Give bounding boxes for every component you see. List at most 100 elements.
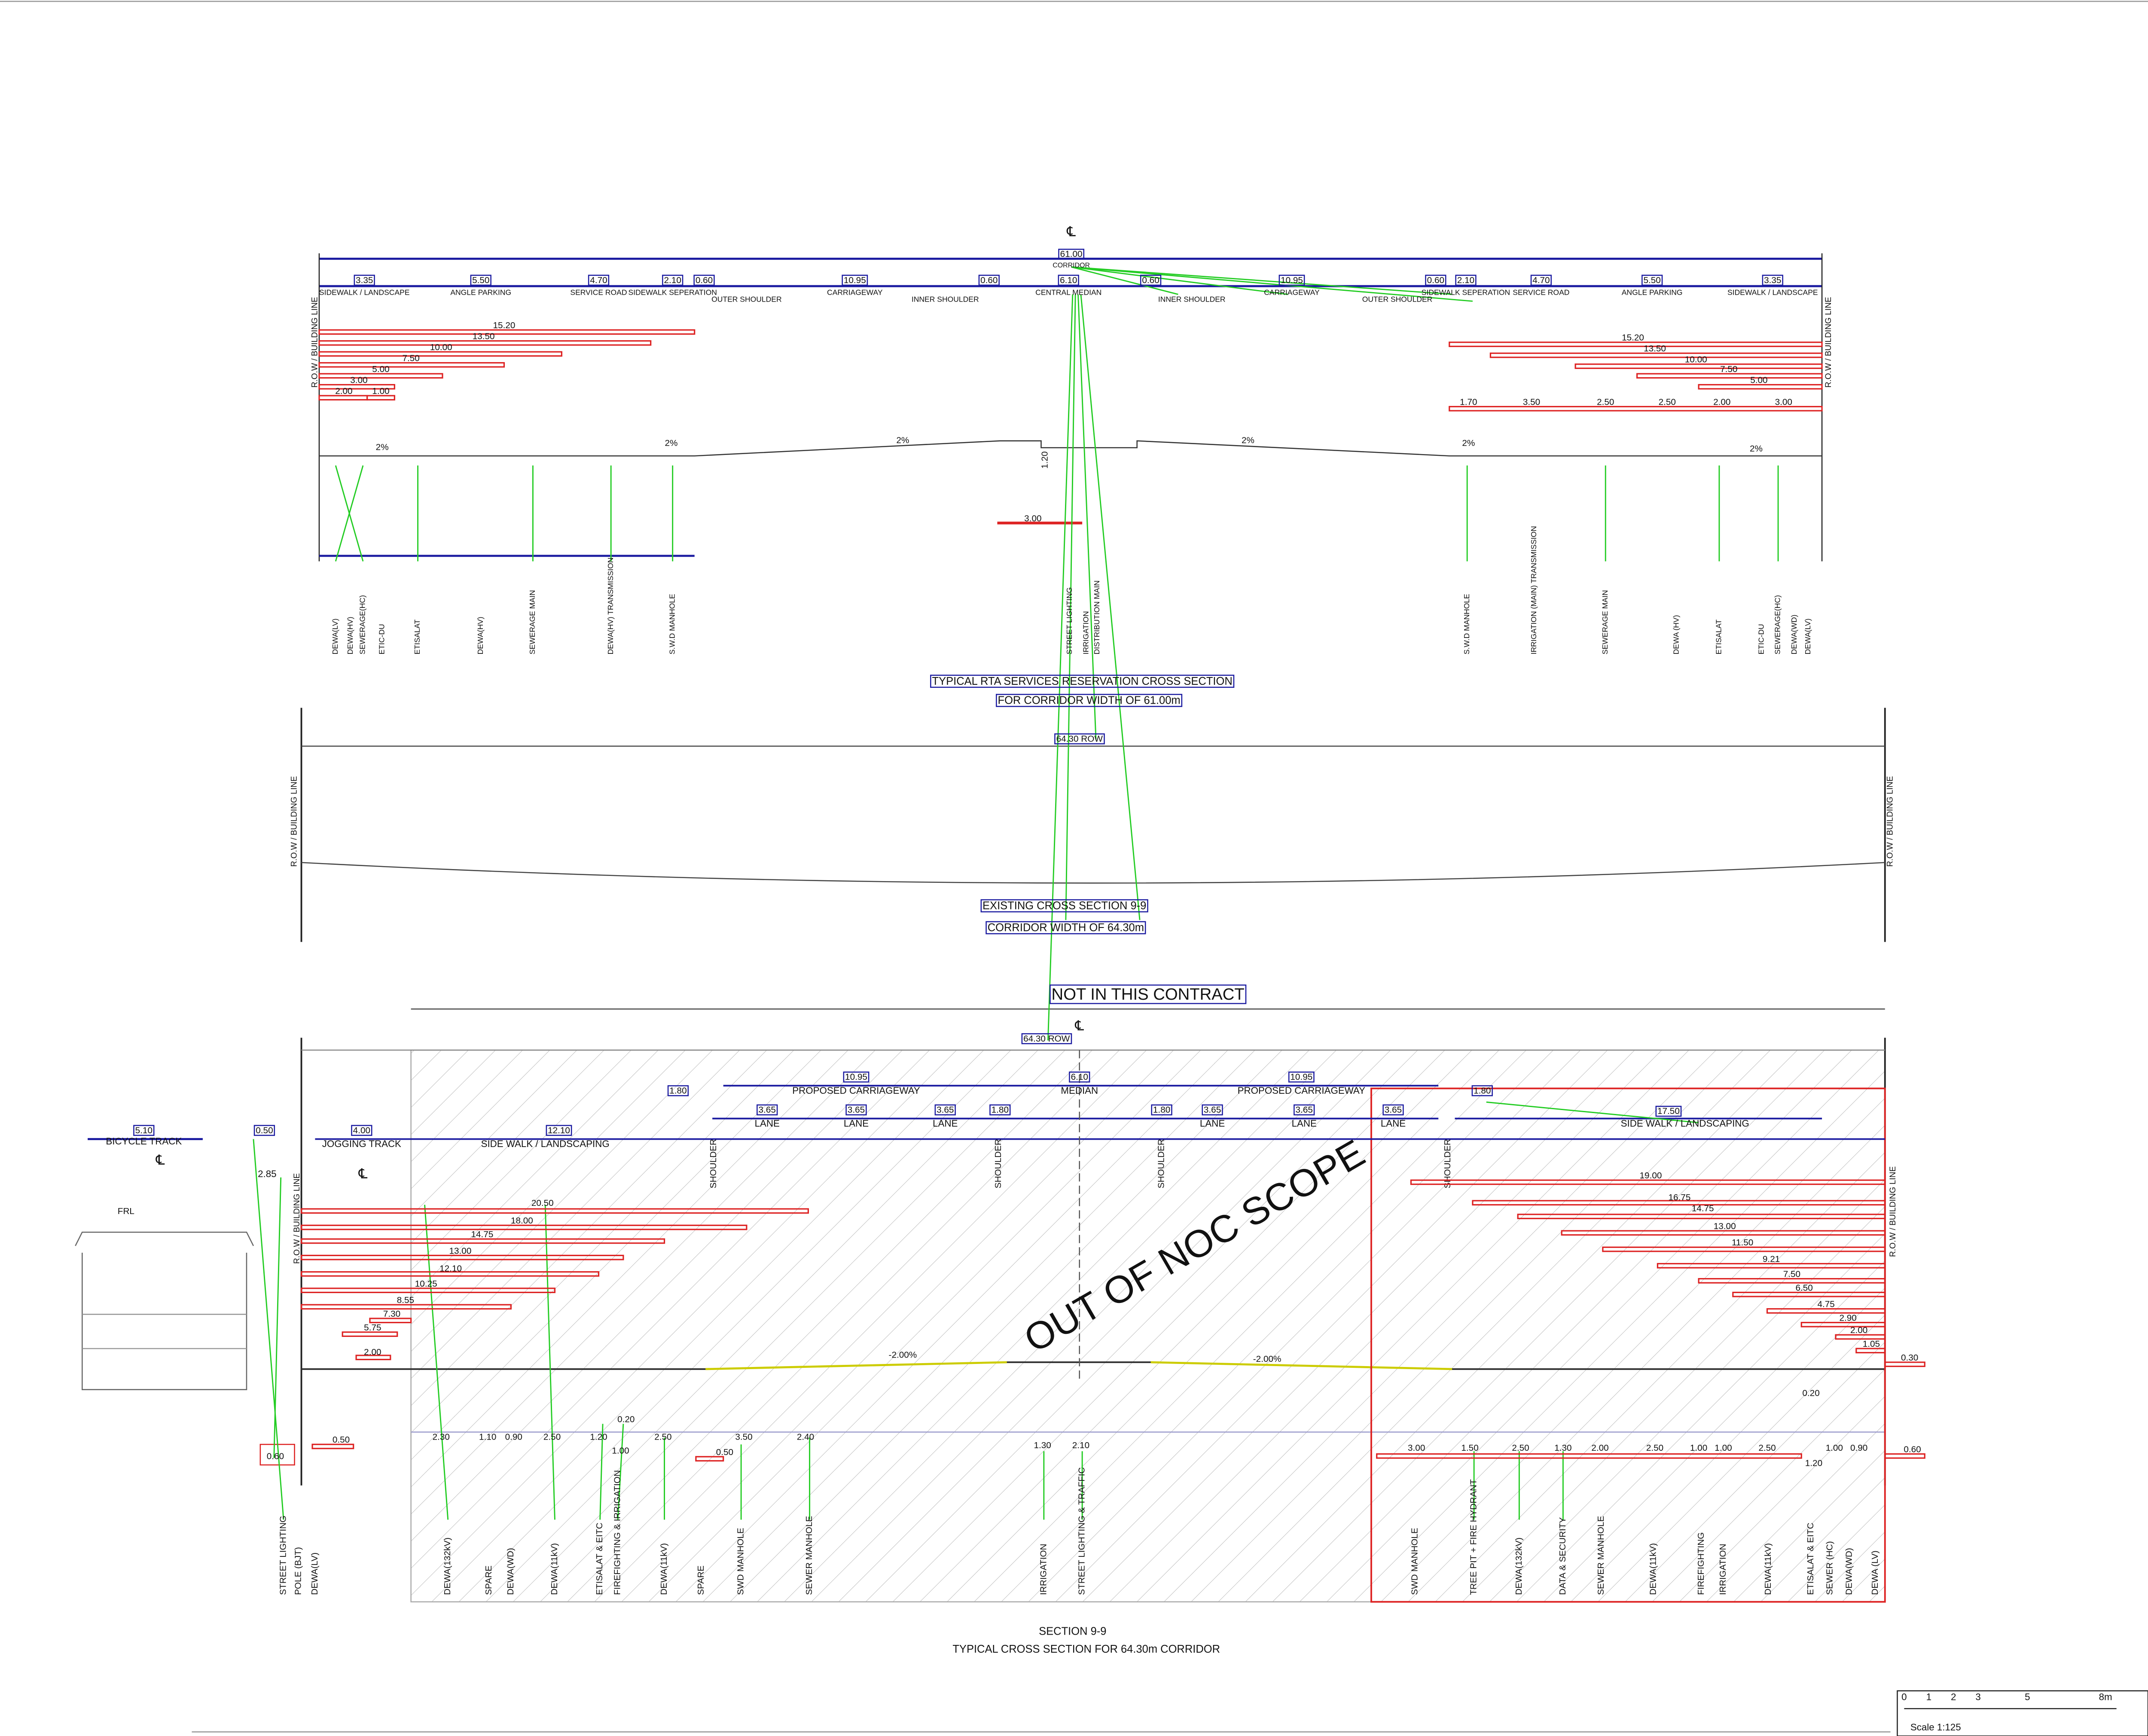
dimension-bar <box>369 1318 412 1324</box>
dimension: 0.90 <box>1850 1443 1867 1453</box>
service-label: SPARE <box>484 1565 494 1595</box>
scale-tick: 1 <box>1926 1692 1931 1702</box>
service-label: SEWERAGE MAIN <box>1601 590 1609 655</box>
label-box <box>1530 275 1552 286</box>
dimension: 0.50 <box>333 1435 350 1445</box>
service-label: DEWA(WD) <box>506 1548 516 1595</box>
zone-label: SIDEWALK SEPERATION <box>1422 288 1510 297</box>
dimension: 0.90 <box>505 1432 522 1442</box>
dimension-bar <box>318 351 562 357</box>
dimension: 4.00 <box>353 1126 370 1135</box>
service-label: DEWA(11kV) <box>659 1543 669 1595</box>
dimension: 2.10 <box>1072 1440 1089 1450</box>
scale-tick: 2 <box>1951 1692 1956 1702</box>
row-line-label: R.O.W / BUILDING LINE <box>1889 1166 1898 1257</box>
label-box <box>845 1104 867 1116</box>
service-label: DEWA(HV) TRANSMISSION <box>606 558 615 655</box>
dimension: 6.10 <box>1060 275 1077 285</box>
dimension: 13.00 <box>449 1246 471 1256</box>
dimension: 7.50 <box>1783 1269 1800 1279</box>
dimension: 1.80 <box>1153 1105 1170 1115</box>
frl-label: FRL <box>118 1206 134 1216</box>
dimension-bar <box>1449 406 1823 412</box>
dimension: 3.50 <box>735 1432 752 1442</box>
dimension: 5.50 <box>472 275 489 285</box>
service-label: S.W.D MANHOLE <box>1462 594 1471 654</box>
dimension: 18.00 <box>511 1216 533 1226</box>
dimension: 1.70 <box>1460 397 1477 407</box>
dimension: 0.50 <box>256 1126 273 1135</box>
zone-label: SIDE WALK / LANDSCAPING <box>481 1138 610 1149</box>
dimension: 0.20 <box>617 1414 635 1424</box>
dimension-bar <box>1602 1246 1886 1252</box>
service-label: TREE PIT + FIRE HYDRANT <box>1469 1479 1479 1595</box>
dimension: 2.00 <box>1713 397 1730 407</box>
dimension-bar <box>1698 1278 1886 1284</box>
zone-label: INNER SHOULDER <box>912 295 979 304</box>
label: CORRIDOR <box>1053 262 1090 269</box>
dimension: 7.50 <box>402 353 419 363</box>
dimension: 64.30 ROW <box>1023 1034 1070 1043</box>
dimension: 5.75 <box>364 1323 381 1333</box>
label-box <box>1655 1105 1682 1117</box>
zone-label: BICYCLE TRACK <box>106 1136 182 1147</box>
label-box <box>843 1071 870 1083</box>
scale-tick: 0 <box>1901 1692 1907 1702</box>
centerline: ℄ <box>156 1152 165 1168</box>
dimension-bar <box>342 1331 398 1337</box>
dimension: 0.60 <box>1142 275 1159 285</box>
dimension: 2.40 <box>797 1432 814 1442</box>
service-label: FIREFIGHTING <box>1696 1532 1706 1595</box>
dimension: 64.30 ROW <box>1056 734 1103 744</box>
service-label: STREET LIGHTING <box>1065 587 1074 654</box>
dimension: 1.30 <box>1034 1440 1051 1450</box>
service-label: IRRIGATION <box>1081 611 1090 654</box>
service-label: DATA & SECURITY <box>1558 1517 1568 1595</box>
dimension: 14.75 <box>471 1230 494 1239</box>
label-box <box>1762 275 1783 286</box>
service-label: IRRIGATION <box>1038 1544 1048 1595</box>
zone-label: PROPOSED CARRIAGEWAY <box>1238 1085 1366 1096</box>
dimension-bar <box>300 1238 665 1244</box>
dimension: 1.30 <box>1554 1443 1571 1453</box>
label-box <box>1050 984 1247 1004</box>
dimension: 1.05 <box>1863 1339 1880 1349</box>
dimension: 1.00 <box>1826 1443 1843 1453</box>
service-label: SEWER (HC) <box>1825 1541 1835 1595</box>
dimension-bar <box>1449 342 1823 347</box>
dimension-bar <box>1561 1230 1886 1236</box>
dimension: 0.60 <box>696 275 713 285</box>
label-box <box>667 1085 689 1096</box>
dimension: 7.50 <box>1720 364 1737 374</box>
dimension: 2.10 <box>1457 275 1474 285</box>
label-box <box>1140 275 1162 286</box>
label-box <box>470 275 491 286</box>
dimension: 3.35 <box>356 275 373 285</box>
shoulder-label: SHOULDER <box>1156 1139 1166 1188</box>
label-box <box>693 275 715 286</box>
dimension: 0.60 <box>1904 1444 1921 1454</box>
dimension-bar <box>1698 384 1823 390</box>
dimension: 3.00 <box>1775 397 1792 407</box>
zone-label: LANE <box>755 1118 780 1129</box>
dimension: 15.20 <box>493 320 516 330</box>
dimension-bar <box>318 340 652 346</box>
dimension: 3.50 <box>1523 397 1540 407</box>
row-line-label: R.O.W / BUILDING LINE <box>1886 776 1895 867</box>
service-label: DEWA(WD) <box>1790 615 1798 655</box>
dimension: 17.50 <box>1657 1106 1680 1116</box>
service-label: SEWER MANHOLE <box>1596 1516 1606 1595</box>
slope: 2% <box>896 436 909 445</box>
label-box <box>1202 1104 1223 1116</box>
label-box <box>1294 1104 1315 1116</box>
zone-label: SIDEWALK / LANDSCAPE <box>319 288 410 297</box>
label-box <box>133 1125 155 1136</box>
zone-label: LANE <box>1292 1118 1317 1129</box>
service-label: SPARE <box>696 1565 706 1595</box>
row-line-label: R.O.W / BUILDING LINE <box>310 297 319 387</box>
dimension: 2.50 <box>543 1432 561 1442</box>
dimension: 2.00 <box>335 386 352 396</box>
service-label: DISTRIBUTION MAIN <box>1092 580 1101 654</box>
dimension-bar <box>1884 1453 1925 1459</box>
